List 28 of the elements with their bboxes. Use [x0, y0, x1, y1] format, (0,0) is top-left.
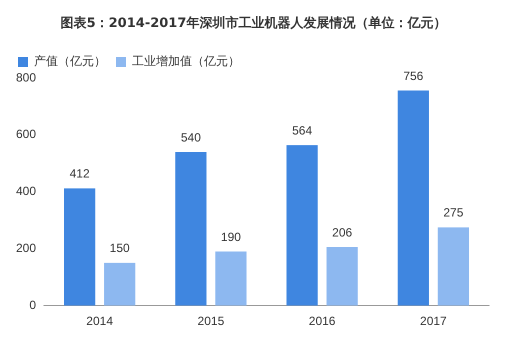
bar [104, 262, 136, 306]
chart-title: 图表5：2014-2017年深圳市工业机器人发展情况（单位：亿元） [60, 14, 448, 33]
y-tick-label: 400 [16, 184, 36, 198]
legend-label: 产值（亿元） [34, 54, 106, 68]
data-label: 756 [403, 68, 424, 83]
data-label: 275 [443, 206, 464, 220]
bar [286, 145, 318, 306]
y-tick-label: 600 [16, 127, 36, 142]
bar [438, 227, 470, 306]
x-tick-label: 2016 [308, 314, 336, 328]
legend-label: 工业增加值（亿元） [132, 54, 240, 68]
data-label: 150 [110, 241, 130, 256]
x-tick-label: 2014 [86, 314, 114, 328]
bar [64, 188, 96, 306]
bar [326, 246, 358, 306]
x-tick-label: 2017 [420, 314, 448, 328]
bar [215, 252, 247, 306]
data-label: 412 [70, 166, 90, 181]
data-label: 564 [292, 123, 312, 138]
data-label: 206 [332, 225, 352, 240]
data-label: 540 [180, 130, 202, 144]
y-tick-label: 800 [16, 70, 36, 84]
x-tick-label: 2015 [198, 314, 225, 328]
data-label: 190 [220, 230, 242, 244]
bar [175, 152, 206, 306]
bar [398, 90, 429, 306]
y-tick-label: 0 [29, 298, 36, 312]
y-tick-label: 200 [16, 241, 36, 256]
